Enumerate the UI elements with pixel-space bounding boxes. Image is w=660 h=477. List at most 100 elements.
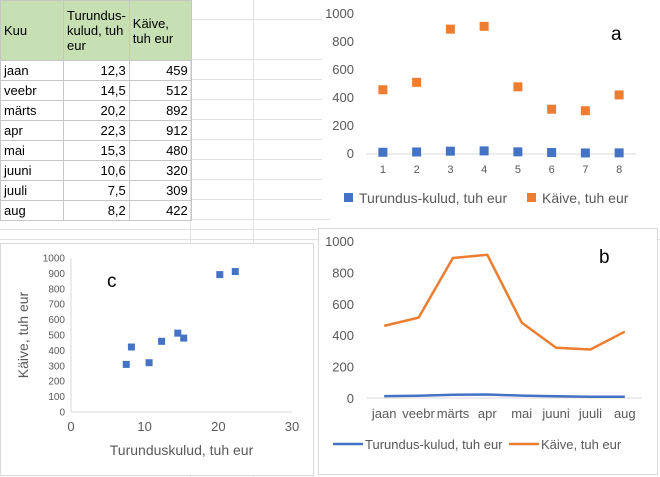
x-axis-label: Turunduskulud, tuh eur xyxy=(110,442,254,458)
x-tick-label: aug xyxy=(614,406,636,421)
table-header-turnover: Käive, tuh eur xyxy=(128,0,192,61)
x-tick-label: 0 xyxy=(67,419,74,434)
y-tick-label: 200 xyxy=(332,118,354,133)
table-row: mai 15,3 480 xyxy=(0,140,192,161)
y-axis-label: Käive, tuh eur xyxy=(15,291,31,378)
table-row: juuni 10,6 320 xyxy=(0,160,192,181)
data-point xyxy=(216,271,224,279)
table-cell: 12,3 xyxy=(63,60,130,81)
y-tick-label: 600 xyxy=(48,315,65,326)
legend-entry: Käive, tuh eur xyxy=(541,437,622,452)
legend-marker xyxy=(344,193,353,202)
y-tick-label: 400 xyxy=(332,328,354,343)
table-cell: 320 xyxy=(128,160,192,181)
data-point-marketing xyxy=(378,147,388,157)
data-point-turnover xyxy=(547,104,557,114)
x-tick-label: 1 xyxy=(380,164,386,176)
y-tick-label: 600 xyxy=(332,62,354,77)
table-row: apr 22,3 912 xyxy=(0,120,192,141)
table-cell: 7,5 xyxy=(63,180,130,201)
data-point xyxy=(231,268,239,276)
data-point-turnover xyxy=(412,77,422,87)
table-cell: märts xyxy=(0,100,64,121)
y-tick-label: 500 xyxy=(48,331,65,342)
table-cell: 892 xyxy=(128,100,192,121)
data-point-marketing xyxy=(412,147,422,157)
data-point-turnover xyxy=(479,21,489,31)
chart-a[interactable]: 0 200 400 600 800 1000 1 2 3 4 5 6 7 8 a Turundus-kulud… xyxy=(322,0,660,218)
x-tick-label: apr xyxy=(478,406,497,421)
table-row: veebr 14,5 512 xyxy=(0,80,192,101)
data-point-marketing xyxy=(513,147,523,157)
table-cell: 912 xyxy=(128,120,192,141)
data-point-marketing xyxy=(614,148,624,158)
x-tick-label: juuli xyxy=(578,406,602,421)
data-point xyxy=(158,337,166,345)
table-row: juuli 7,5 309 xyxy=(0,180,192,201)
table-cell: 14,5 xyxy=(63,80,130,101)
y-tick-label: 1000 xyxy=(325,6,354,21)
table-cell: 480 xyxy=(128,140,192,161)
y-tick-label: 400 xyxy=(48,346,65,357)
table-header-marketing: Turundus-kulud, tuh eur xyxy=(63,0,130,61)
table-cell: 459 xyxy=(128,60,192,81)
data-point xyxy=(127,343,135,351)
y-tick-label: 0 xyxy=(347,146,354,161)
table-row: märts 20,2 892 xyxy=(0,100,192,121)
x-tick-label: 5 xyxy=(515,164,521,176)
y-tick-label: 0 xyxy=(59,408,65,419)
table-cell: 10,6 xyxy=(63,160,130,181)
series-line-turnover xyxy=(383,253,626,351)
legend-marker xyxy=(527,193,536,202)
x-tick-label: märts xyxy=(437,406,470,421)
table-header-month: Kuu xyxy=(0,0,64,61)
data-point xyxy=(122,360,130,368)
y-tick-label: 800 xyxy=(332,34,354,49)
y-tick-label: 0 xyxy=(347,391,354,406)
y-tick-label: 800 xyxy=(332,265,354,280)
table-cell: veebr xyxy=(0,80,64,101)
y-tick-label: 300 xyxy=(48,361,65,372)
data-point xyxy=(180,334,188,342)
data-point-turnover xyxy=(614,90,624,100)
chart-a-svg: 0 200 400 600 800 1000 1 2 3 4 5 6 7 8 a Turundus-kulud… xyxy=(325,6,636,206)
y-tick-label: 200 xyxy=(332,360,354,375)
chart-c-letter: c xyxy=(107,271,117,292)
x-tick-label: 10 xyxy=(137,419,151,434)
x-tick-label: jaan xyxy=(371,406,397,421)
table-cell: juuni xyxy=(0,160,64,181)
table-cell: 8,2 xyxy=(63,200,130,221)
y-tick-label: 800 xyxy=(48,284,65,295)
chart-b-svg: 0 200 400 600 800 1000 jaan veebr märts apr mai juu… xyxy=(325,234,642,452)
y-tick-label: 400 xyxy=(332,90,354,105)
series-line-marketing xyxy=(384,393,625,399)
x-tick-label: veebr xyxy=(402,406,435,421)
x-tick-label: 3 xyxy=(447,164,453,176)
legend-entry: Turundus-kulud, tuh eur xyxy=(365,437,503,452)
x-tick-label: 6 xyxy=(549,164,555,176)
data-point-marketing xyxy=(580,148,590,158)
table-row: aug 8,2 422 xyxy=(0,200,192,221)
x-tick-label: mai xyxy=(511,406,532,421)
x-tick-label: 8 xyxy=(616,164,622,176)
data-point-turnover xyxy=(513,82,523,92)
data-point-marketing xyxy=(479,146,489,156)
x-tick-label: 7 xyxy=(582,164,588,176)
chart-b-letter: b xyxy=(599,247,610,268)
x-tick-label: 4 xyxy=(481,164,487,176)
x-tick-label: 30 xyxy=(285,419,299,434)
table-cell: 309 xyxy=(128,180,192,201)
y-tick-label: 600 xyxy=(332,297,354,312)
table-cell: apr xyxy=(0,120,64,141)
data-point-turnover xyxy=(445,24,455,34)
data-table: Kuu Turundus-kulud, tuh eur Käive, tuh e… xyxy=(0,0,192,221)
chart-b[interactable]: 0 200 400 600 800 1000 jaan veebr märts apr mai juu… xyxy=(318,228,658,475)
chart-c[interactable]: 0 100 200 300 400 500 600 700 800 900 1000 0 10 20 30 T… xyxy=(0,243,314,476)
x-tick-label: 2 xyxy=(414,164,420,176)
table-cell: 422 xyxy=(128,200,192,221)
data-point-marketing xyxy=(445,146,455,156)
table-cell: 15,3 xyxy=(63,140,130,161)
chart-c-svg: 0 100 200 300 400 500 600 700 800 900 1000 0 10 20 30 T… xyxy=(15,254,299,459)
y-tick-label: 1000 xyxy=(325,234,354,249)
table-header-row: Kuu Turundus-kulud, tuh eur Käive, tuh e… xyxy=(0,0,192,61)
